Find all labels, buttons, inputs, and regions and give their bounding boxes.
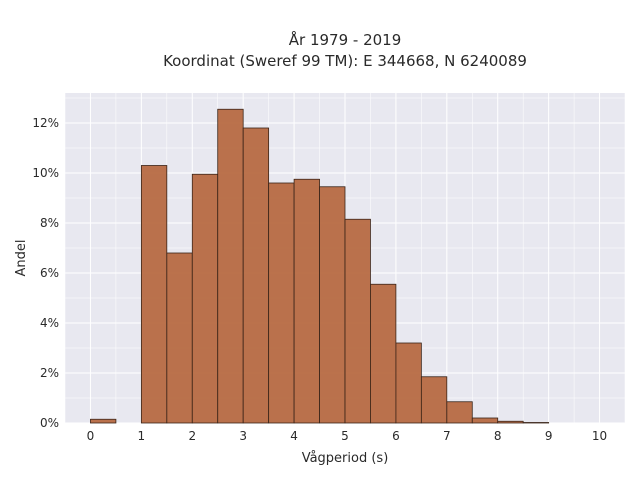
histogram-bar-15	[497, 420, 524, 424]
x-tick-label: 4	[290, 429, 298, 443]
y-tick-label: 6%	[40, 266, 59, 280]
histogram-bar-2	[166, 252, 193, 424]
x-tick-label: 5	[341, 429, 349, 443]
histogram-bar-12	[420, 376, 448, 424]
y-axis-ticks: 0% 2% 4% 6% 8% 10% 12%	[32, 116, 59, 430]
x-tick-label: 6	[392, 429, 400, 443]
chart-title-line2: Koordinat (Sweref 99 TM): E 344668, N 62…	[163, 52, 527, 70]
histogram-bar-1	[140, 165, 168, 424]
histogram-bar-6	[268, 182, 295, 424]
histogram-bar-16	[522, 422, 550, 424]
histogram-bar-5	[242, 127, 270, 424]
y-tick-label: 2%	[40, 366, 59, 380]
x-tick-label: 9	[545, 429, 553, 443]
histogram-bar-13	[446, 401, 473, 424]
y-tick-label: 12%	[32, 116, 59, 130]
x-tick-label: 8	[494, 429, 502, 443]
histogram-bar-0	[90, 418, 117, 424]
x-tick-label: 7	[443, 429, 451, 443]
x-axis-label: Vågperiod (s)	[302, 451, 389, 466]
histogram-bar-11	[395, 342, 422, 424]
y-tick-label: 8%	[40, 216, 59, 230]
histogram-bar-14	[471, 417, 499, 424]
y-axis-label: Andel	[14, 240, 29, 277]
histogram-bar-3	[191, 173, 219, 424]
histogram-bar-7	[293, 178, 320, 424]
x-tick-label: 1	[138, 429, 146, 443]
histogram-bar-8	[319, 186, 346, 424]
y-tick-label: 4%	[40, 316, 59, 330]
y-tick-label: 10%	[32, 166, 59, 180]
x-tick-label: 2	[188, 429, 196, 443]
x-tick-label: 10	[592, 429, 607, 443]
x-axis-ticks: 0 1 2 3 4 5 6 7 8 9 10	[87, 429, 608, 443]
y-tick-label: 0%	[40, 416, 59, 430]
x-tick-label: 3	[239, 429, 247, 443]
x-tick-label: 0	[87, 429, 95, 443]
histogram-bar-10	[370, 283, 397, 424]
histogram-bar-9	[344, 218, 371, 424]
histogram-bar-4	[217, 108, 244, 424]
bars-group	[90, 108, 550, 424]
chart-title-line1: År 1979 - 2019	[289, 30, 402, 49]
